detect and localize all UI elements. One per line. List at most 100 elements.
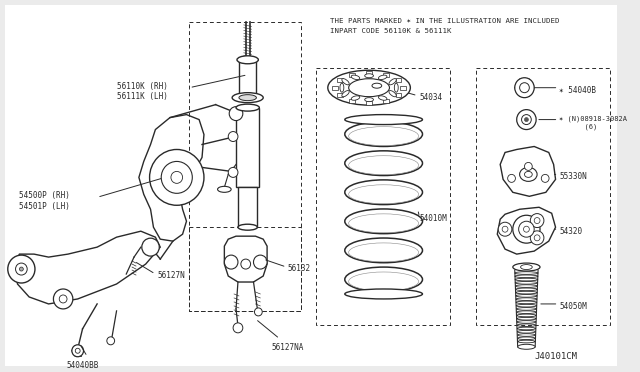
Ellipse shape — [349, 79, 390, 97]
Text: 54034: 54034 — [420, 93, 443, 102]
Text: 54040BB: 54040BB — [66, 361, 99, 370]
Ellipse shape — [239, 94, 257, 101]
Text: 54500P (RH)
54501P (LH): 54500P (RH) 54501P (LH) — [19, 191, 70, 211]
Circle shape — [499, 222, 512, 236]
Text: 55330N: 55330N — [559, 172, 587, 182]
Bar — [366, 101, 372, 105]
Circle shape — [534, 235, 540, 241]
Circle shape — [524, 163, 532, 170]
Circle shape — [522, 115, 531, 125]
Circle shape — [516, 110, 536, 129]
Text: ✶ 54040B: ✶ 54040B — [559, 86, 596, 95]
Ellipse shape — [389, 90, 396, 97]
Ellipse shape — [378, 75, 387, 80]
Ellipse shape — [389, 78, 396, 85]
Ellipse shape — [378, 96, 387, 100]
Ellipse shape — [520, 264, 532, 270]
Text: 54010M: 54010M — [420, 214, 447, 223]
Ellipse shape — [232, 93, 263, 103]
Text: 56110K (RH)
56111K (LH): 56110K (RH) 56111K (LH) — [116, 82, 168, 101]
Circle shape — [524, 118, 529, 122]
Circle shape — [142, 238, 159, 256]
Bar — [396, 93, 401, 97]
Circle shape — [171, 171, 182, 183]
Ellipse shape — [520, 167, 537, 182]
Ellipse shape — [365, 98, 374, 102]
Bar — [316, 68, 450, 325]
Circle shape — [531, 214, 544, 228]
Ellipse shape — [345, 289, 422, 299]
Circle shape — [19, 267, 23, 271]
Circle shape — [53, 289, 73, 309]
Polygon shape — [15, 231, 160, 304]
Ellipse shape — [237, 56, 259, 64]
Ellipse shape — [238, 224, 257, 230]
Circle shape — [518, 221, 534, 237]
Ellipse shape — [351, 75, 360, 80]
Ellipse shape — [372, 83, 381, 88]
Ellipse shape — [513, 263, 540, 271]
Bar — [349, 99, 355, 103]
Circle shape — [520, 83, 529, 93]
Text: 54320: 54320 — [559, 227, 582, 236]
Circle shape — [531, 231, 544, 245]
Ellipse shape — [351, 96, 360, 100]
Bar — [349, 73, 355, 77]
Bar — [366, 71, 372, 75]
Circle shape — [241, 259, 251, 269]
Ellipse shape — [524, 171, 532, 177]
Bar — [400, 86, 406, 90]
Text: ✶ (N)08918-3082A
      (6): ✶ (N)08918-3082A (6) — [559, 116, 627, 129]
Bar — [337, 78, 342, 82]
Bar — [337, 93, 342, 97]
Text: 56127NA: 56127NA — [272, 343, 305, 352]
Circle shape — [228, 132, 238, 141]
Text: THE PARTS MARKED ✶ IN THE ILLUSTRATION ARE INCLUDED: THE PARTS MARKED ✶ IN THE ILLUSTRATION A… — [330, 18, 560, 24]
Circle shape — [502, 226, 508, 232]
Circle shape — [150, 150, 204, 205]
Circle shape — [253, 255, 267, 269]
Bar — [396, 78, 401, 82]
Circle shape — [255, 308, 262, 316]
Circle shape — [233, 323, 243, 333]
Ellipse shape — [345, 115, 422, 125]
Bar — [238, 187, 257, 227]
Bar — [236, 108, 259, 187]
Circle shape — [541, 174, 549, 182]
Text: INPART CODE 56110K & 56111K: INPART CODE 56110K & 56111K — [330, 28, 452, 34]
Ellipse shape — [328, 70, 410, 105]
Circle shape — [107, 337, 115, 345]
Text: 56132: 56132 — [287, 264, 310, 273]
Polygon shape — [497, 207, 556, 254]
Text: 56127N: 56127N — [157, 271, 185, 280]
Bar — [383, 99, 389, 103]
Circle shape — [15, 263, 27, 275]
Ellipse shape — [342, 90, 349, 97]
Ellipse shape — [340, 83, 344, 92]
Circle shape — [161, 161, 192, 193]
Circle shape — [515, 78, 534, 98]
Ellipse shape — [218, 186, 231, 192]
Circle shape — [60, 295, 67, 303]
Circle shape — [225, 255, 238, 269]
Bar — [189, 22, 301, 311]
Polygon shape — [225, 236, 267, 282]
Circle shape — [72, 345, 84, 357]
Bar — [332, 86, 338, 90]
Circle shape — [513, 215, 540, 243]
Circle shape — [229, 107, 243, 121]
Ellipse shape — [365, 74, 374, 78]
Bar — [239, 60, 257, 98]
Text: 54050M: 54050M — [559, 302, 587, 311]
Ellipse shape — [518, 344, 535, 349]
Bar — [383, 73, 389, 77]
Ellipse shape — [342, 78, 349, 85]
Ellipse shape — [236, 104, 259, 111]
Circle shape — [508, 174, 515, 182]
Polygon shape — [500, 147, 556, 196]
Circle shape — [76, 348, 80, 353]
Polygon shape — [139, 115, 204, 241]
Circle shape — [228, 167, 238, 177]
Circle shape — [534, 218, 540, 224]
Circle shape — [524, 226, 529, 232]
